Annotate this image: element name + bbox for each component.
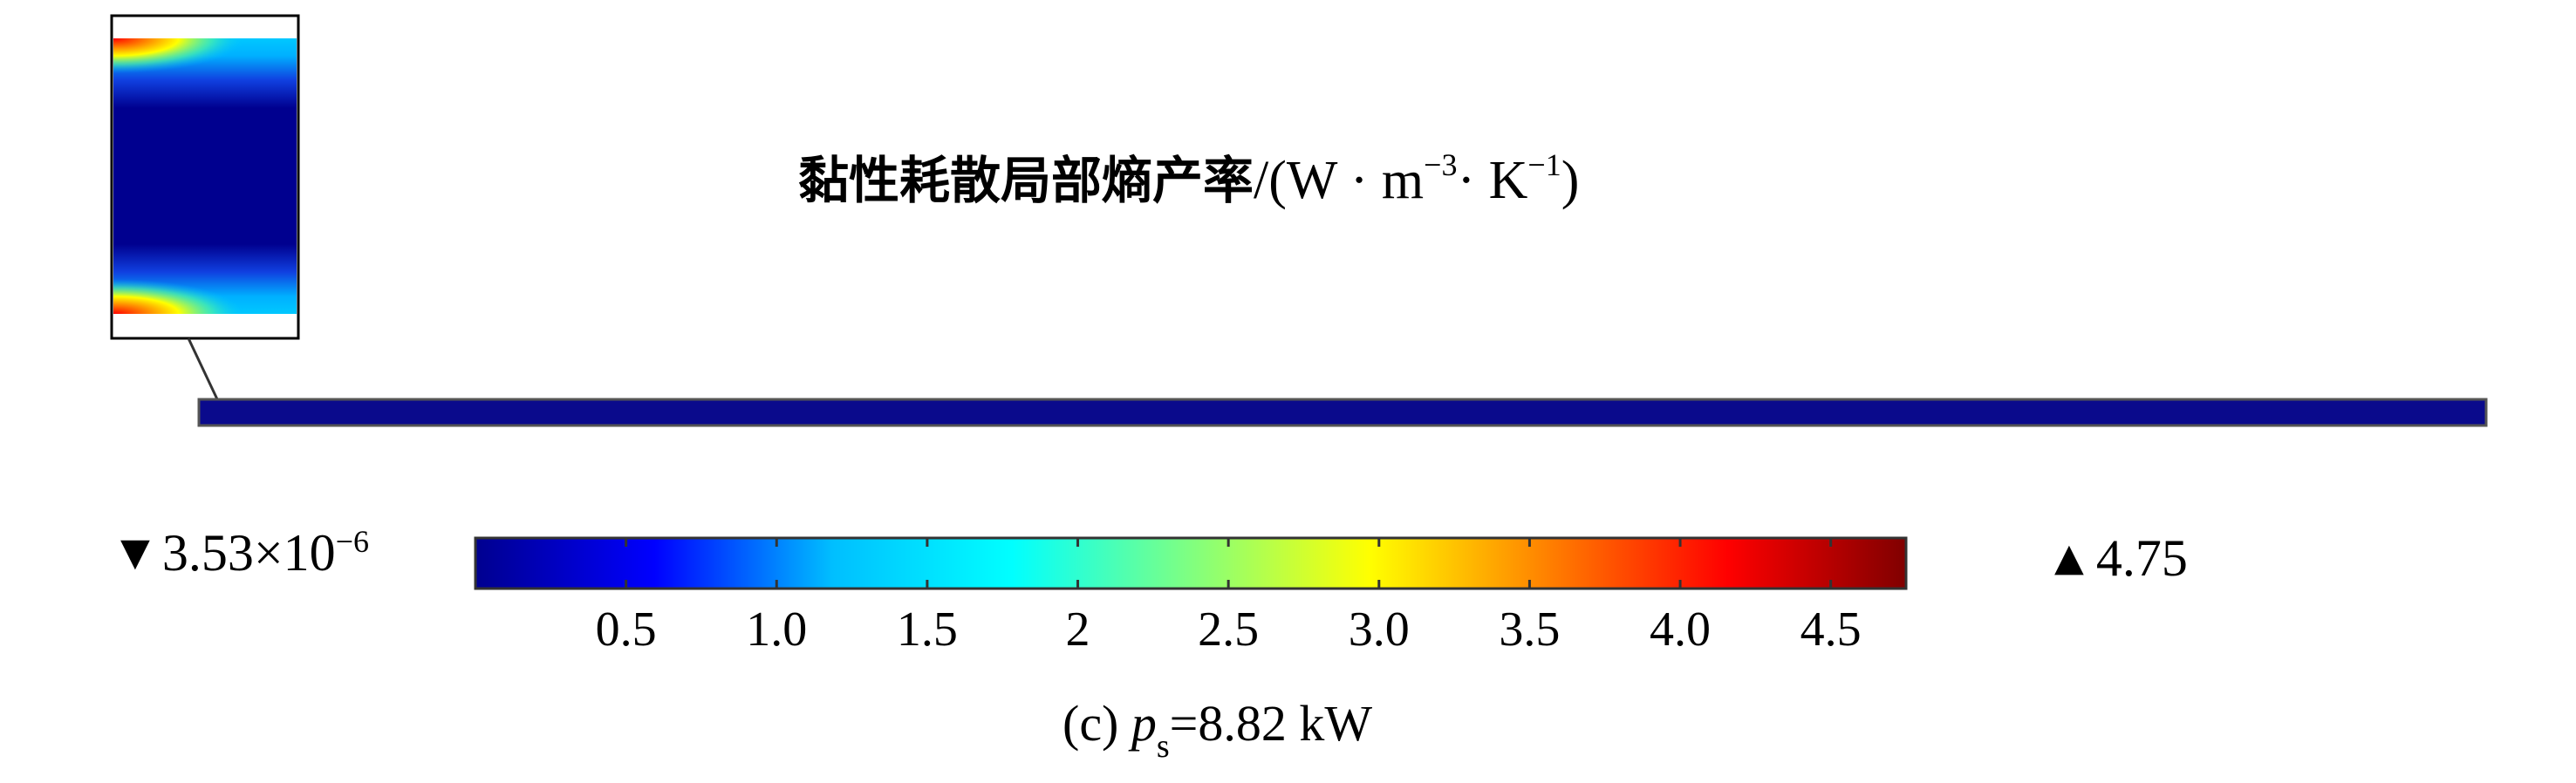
colorbar-tick-label: 4.0 bbox=[1650, 603, 1712, 657]
colorbar bbox=[474, 536, 1908, 590]
colorbar-ticks bbox=[625, 538, 1833, 589]
colorbar-tick-label: 0.5 bbox=[595, 603, 657, 657]
inset-bottom-hotspot bbox=[113, 279, 244, 314]
caption-variable: p bbox=[1131, 695, 1157, 752]
max-value: 4.75 bbox=[2095, 529, 2188, 587]
colorbar-min-label: ▼ 3.53×10−6 bbox=[120, 523, 369, 583]
min-exponent: −6 bbox=[335, 524, 369, 559]
colorbar-tick-label: 1.0 bbox=[746, 603, 808, 657]
title-text: 黏性耗散局部熵产率 bbox=[798, 151, 1254, 210]
colorbar-tick-label: 3.5 bbox=[1499, 603, 1561, 657]
down-triangle-icon: ▼ bbox=[120, 530, 150, 575]
inset-zoom-box bbox=[110, 14, 300, 340]
colorbar-tick-label: 2 bbox=[1065, 603, 1090, 657]
caption-prefix: (c) bbox=[1063, 695, 1131, 752]
caption-value: =8.82 kW bbox=[1169, 695, 1373, 752]
min-mantissa: 3.53×10 bbox=[161, 524, 336, 582]
colorbar-max-label: ▲ 4.75 bbox=[2054, 528, 2188, 589]
title-unit-suffix: ) bbox=[1561, 151, 1580, 210]
colorbar-tick-label: 3.0 bbox=[1348, 603, 1410, 657]
title-exp-1: −3 bbox=[1424, 147, 1458, 183]
colorbar-tick-label: 1.5 bbox=[896, 603, 958, 657]
figure-title: 黏性耗散局部熵产率/(W · m−3· K−1) bbox=[798, 140, 1579, 213]
figure-caption: (c) ps=8.82 kW bbox=[1063, 694, 1373, 765]
colorbar-tick-label: 4.5 bbox=[1800, 603, 1862, 657]
title-exp-2: −1 bbox=[1527, 147, 1561, 183]
colorbar-tick-label: 2.5 bbox=[1198, 603, 1260, 657]
title-unit-mid: · K bbox=[1457, 151, 1528, 210]
up-triangle-icon: ▲ bbox=[2054, 535, 2084, 580]
channel-field bbox=[197, 398, 2488, 427]
caption-subscript: s bbox=[1156, 727, 1170, 765]
inset-leader-line bbox=[187, 337, 220, 402]
title-unit-prefix: /(W · m bbox=[1254, 151, 1425, 210]
inset-top-hotspot bbox=[113, 38, 244, 73]
